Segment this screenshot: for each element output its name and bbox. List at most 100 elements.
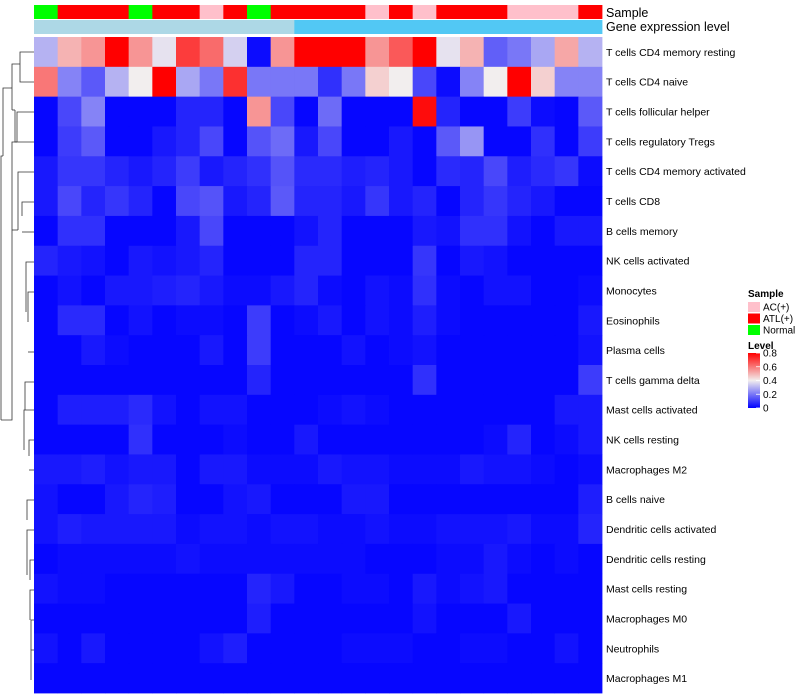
heatmap-cell xyxy=(460,96,485,127)
heatmap-cell xyxy=(105,633,130,664)
row-labels: T cells CD4 memory resting T cells CD4 na… xyxy=(606,47,746,685)
heatmap-cell xyxy=(199,365,224,396)
sample-annotation-cell xyxy=(365,5,390,19)
heatmap-cell xyxy=(365,543,390,575)
heatmap-cell xyxy=(152,215,177,247)
heatmap-cell xyxy=(247,126,272,157)
heatmap-cell xyxy=(436,37,461,68)
heatmap-cell xyxy=(507,484,532,515)
heatmap-cell xyxy=(412,335,437,366)
legend-tick-label: 0.4 xyxy=(763,376,777,387)
sample-annotation-cell xyxy=(57,5,82,19)
row-label: B cells naive xyxy=(606,494,665,506)
heatmap-cell xyxy=(34,484,59,515)
heatmap-cell xyxy=(105,275,130,306)
expression-annotation-cell xyxy=(105,20,130,34)
heatmap-cell xyxy=(270,663,295,694)
heatmap-cell xyxy=(436,633,461,664)
heatmap-cell xyxy=(460,484,485,515)
heatmap-cell xyxy=(554,454,579,485)
heatmap-cell xyxy=(578,305,603,336)
heatmap-cell xyxy=(247,454,272,485)
heatmap-cell xyxy=(531,37,556,68)
heatmap-cell xyxy=(412,424,437,455)
heatmap-cell xyxy=(483,245,508,276)
heatmap-cell xyxy=(128,663,153,694)
legend-tick-label: 0 xyxy=(763,404,769,415)
heatmap-cell xyxy=(341,156,366,187)
heatmap-cell xyxy=(389,66,414,98)
heatmap-cell xyxy=(389,96,414,127)
heatmap-cell xyxy=(152,633,177,664)
heatmap-cell xyxy=(176,335,201,366)
heatmap-cell xyxy=(412,454,437,485)
heatmap-cell xyxy=(460,633,485,664)
expression-annotation-cell xyxy=(554,20,579,34)
heatmap-cell xyxy=(223,424,248,455)
heatmap-cell xyxy=(199,603,224,634)
heatmap-cell xyxy=(412,633,437,664)
heatmap-cell xyxy=(483,603,508,634)
sample-annotation-cell xyxy=(554,5,579,19)
sample-annotation-cell xyxy=(247,5,272,19)
dendrogram-branch xyxy=(30,619,34,650)
heatmap-cell xyxy=(412,96,437,127)
heatmap-cell xyxy=(531,514,556,545)
heatmap-cell xyxy=(531,156,556,187)
heatmap-cell xyxy=(247,663,272,694)
heatmap-cell xyxy=(412,275,437,306)
heatmap-cell xyxy=(176,663,201,694)
heatmap-cell xyxy=(247,484,272,515)
heatmap-cell xyxy=(531,394,556,426)
heatmap-cell xyxy=(318,484,343,515)
heatmap-cell xyxy=(294,573,319,604)
heatmap-cell xyxy=(152,663,177,694)
heatmap-cell xyxy=(105,543,130,575)
row-label: Macrophages M0 xyxy=(606,613,687,625)
heatmap-cell xyxy=(294,245,319,276)
heatmap-cell xyxy=(531,335,556,366)
heatmap-cell xyxy=(57,186,82,217)
heatmap-cell xyxy=(365,96,390,127)
heatmap-cell xyxy=(483,275,508,306)
heatmap-cell xyxy=(199,335,224,366)
heatmap-cell xyxy=(199,275,224,306)
heatmap-cell xyxy=(81,394,106,426)
dendrogram-branch xyxy=(16,111,34,142)
heatmap-cell xyxy=(531,245,556,276)
heatmap-cell xyxy=(199,573,224,604)
heatmap-cell xyxy=(318,603,343,634)
heatmap-cell xyxy=(412,66,437,98)
sample-annotation-cell xyxy=(460,5,485,19)
heatmap-cell xyxy=(152,275,177,306)
heatmap-cell xyxy=(460,454,485,485)
heatmap-cell xyxy=(365,215,390,247)
expression-track-label: Gene expression level xyxy=(606,20,730,34)
heatmap-cell xyxy=(105,335,130,366)
heatmap-cell xyxy=(81,484,106,515)
heatmap-cell xyxy=(483,186,508,217)
heatmap-cell xyxy=(128,37,153,68)
heatmap-cell xyxy=(578,126,603,157)
sample-annotation-cell xyxy=(176,5,201,19)
heatmap-cell xyxy=(365,484,390,515)
heatmap-cell xyxy=(199,66,224,98)
heatmap-cell xyxy=(105,245,130,276)
heatmap-cell xyxy=(554,186,579,217)
heatmap-cell xyxy=(460,543,485,575)
heatmap-cell xyxy=(365,663,390,694)
heatmap-cell xyxy=(507,186,532,217)
legend-swatch xyxy=(748,302,760,312)
heatmap-cell xyxy=(270,186,295,217)
heatmap-cell xyxy=(247,66,272,98)
heatmap-cell xyxy=(554,365,579,396)
heatmap-cell xyxy=(81,335,106,366)
heatmap-cell xyxy=(341,424,366,455)
heatmap-cell xyxy=(578,96,603,127)
heatmap-cell xyxy=(128,275,153,306)
heatmap-cell xyxy=(128,454,153,485)
heatmap-cell xyxy=(294,215,319,247)
heatmap-cell xyxy=(389,335,414,366)
heatmap-cell xyxy=(531,275,556,306)
heatmap-cell xyxy=(128,394,153,426)
